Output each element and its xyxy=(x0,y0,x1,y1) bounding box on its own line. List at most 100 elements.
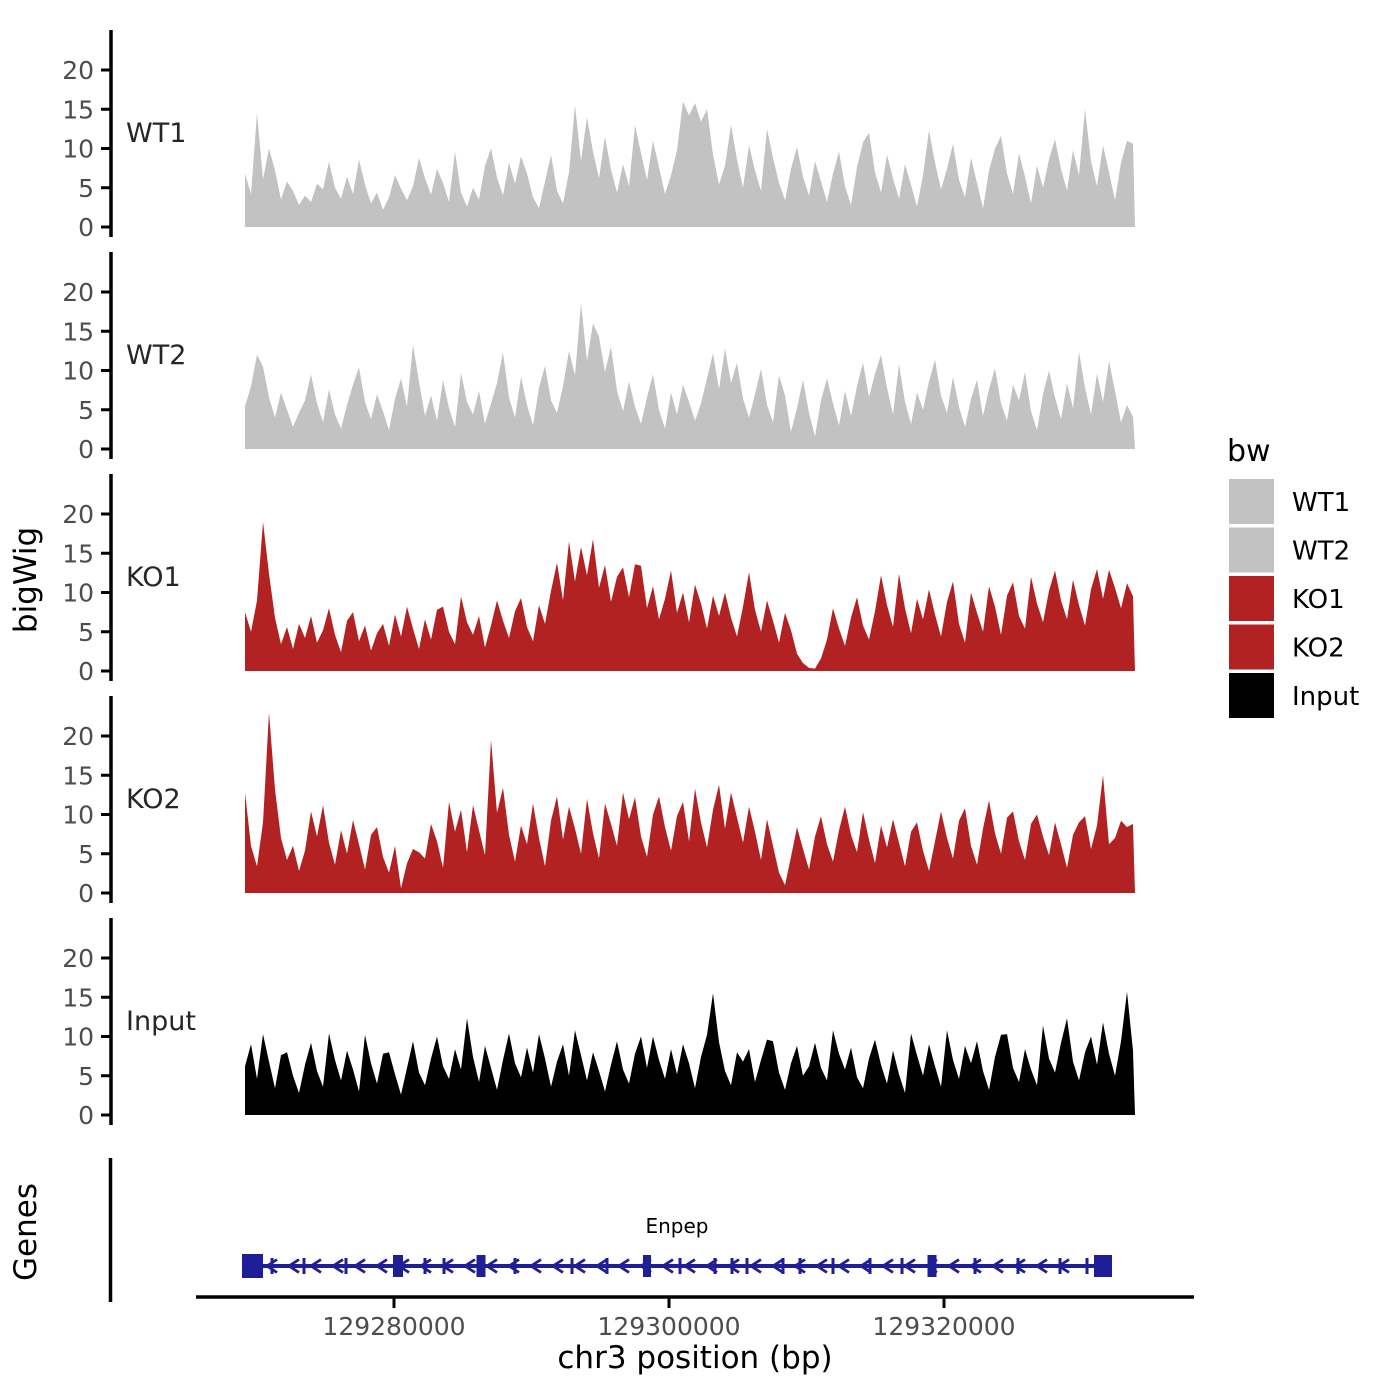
strand-arrow-icon xyxy=(1012,1258,1026,1274)
y-tick-label: 15 xyxy=(62,317,94,346)
gene-exon xyxy=(900,1258,904,1274)
y-tick-label: 10 xyxy=(62,135,94,164)
y-tick-label: 10 xyxy=(62,1023,94,1052)
gene-exon xyxy=(393,1255,403,1277)
strand-arrow-icon xyxy=(902,1258,916,1274)
gene-exon xyxy=(868,1258,872,1274)
legend-item-ko2: KO2 xyxy=(1229,624,1345,670)
legend-label: WT1 xyxy=(1292,488,1350,518)
track-label: WT2 xyxy=(126,340,186,371)
track-panel-input: 0 5 10 15 20 Input xyxy=(62,918,1135,1130)
gene-start-box xyxy=(242,1254,263,1278)
y-tick-label: 0 xyxy=(78,435,94,464)
strand-arrow-icon xyxy=(528,1258,542,1274)
track-panel-ko1: 0 5 10 15 20 KO1 xyxy=(62,474,1135,686)
track-panel-wt2: 0 5 10 15 20 WT2 xyxy=(62,252,1135,464)
strand-arrow-icon xyxy=(770,1258,784,1274)
legend-swatch xyxy=(1229,673,1274,718)
strand-arrow-icon xyxy=(1034,1258,1048,1274)
y-tick-label: 10 xyxy=(62,357,94,386)
legend-swatch xyxy=(1229,527,1274,573)
strand-arrow-icon xyxy=(264,1258,278,1274)
gene-exon xyxy=(476,1255,486,1277)
strand-arrow-icon xyxy=(748,1258,762,1274)
legend-item-wt2: WT2 xyxy=(1229,527,1350,573)
legend-label: Input xyxy=(1292,682,1359,712)
y-tick-label: 15 xyxy=(62,539,94,568)
legend-item-input: Input xyxy=(1229,673,1359,718)
y-tick-label: 15 xyxy=(62,983,94,1012)
gene-exon xyxy=(730,1258,734,1274)
gene-exon xyxy=(513,1258,517,1274)
legend-label: KO1 xyxy=(1292,585,1345,615)
gene-exon xyxy=(745,1258,749,1274)
y-tick-label: 5 xyxy=(78,840,94,869)
coverage-area-input xyxy=(245,991,1135,1115)
y-tick-label: 5 xyxy=(78,396,94,425)
strand-arrow-icon xyxy=(462,1258,476,1274)
strand-arrow-icon xyxy=(374,1258,388,1274)
gene-exon xyxy=(798,1258,802,1274)
y-tick-label: 5 xyxy=(78,174,94,203)
strand-arrow-icon xyxy=(968,1258,982,1274)
strand-arrow-icon xyxy=(286,1258,300,1274)
genes-axis-title: Genes xyxy=(8,1183,44,1281)
x-tick-label: 129300000 xyxy=(597,1312,740,1341)
strand-arrow-icon xyxy=(594,1258,608,1274)
gene-exon xyxy=(678,1258,682,1274)
strand-arrow-icon xyxy=(616,1258,630,1274)
strand-arrow-icon xyxy=(836,1258,850,1274)
gene-exon xyxy=(442,1258,446,1274)
gene-exon xyxy=(831,1258,835,1274)
legend-swatch xyxy=(1229,576,1274,621)
y-axis-title: bigWig xyxy=(8,527,44,633)
coverage-tracks: 0 5 10 15 20 WT1 0 5 10 15 20 WT2 0 5 10 15 20 KO1 0 5 10 15 2… xyxy=(62,30,1135,1130)
y-tick-label: 20 xyxy=(62,500,94,529)
gene-exon xyxy=(1085,1258,1089,1274)
strand-arrow-icon xyxy=(792,1258,806,1274)
legend-item-wt1: WT1 xyxy=(1229,479,1350,524)
strand-arrow-icon xyxy=(572,1258,586,1274)
y-tick-label: 0 xyxy=(78,657,94,686)
x-axis: 129280000 129300000 129320000 xyxy=(196,1295,1194,1341)
track-label: KO2 xyxy=(126,784,181,815)
legend-swatch xyxy=(1229,624,1274,670)
x-tick-label: 129280000 xyxy=(322,1312,465,1341)
strand-arrow-icon xyxy=(352,1258,366,1274)
gene-exon xyxy=(643,1255,651,1277)
gene-exon xyxy=(1058,1258,1062,1274)
gene-exon xyxy=(927,1255,937,1277)
x-tick-label: 129320000 xyxy=(872,1312,1015,1341)
strand-arrow-icon xyxy=(418,1258,432,1274)
legend-swatch xyxy=(1229,479,1274,524)
strand-arrow-icon xyxy=(682,1258,696,1274)
gene-exon xyxy=(344,1258,348,1274)
track-panel-wt1: 0 5 10 15 20 WT1 xyxy=(62,30,1135,242)
strand-arrow-icon xyxy=(858,1258,872,1274)
strand-arrow-icon xyxy=(660,1258,674,1274)
gene-model xyxy=(108,1158,1112,1302)
strand-arrow-icon xyxy=(814,1258,828,1274)
strand-arrow-icon xyxy=(990,1258,1004,1274)
gene-exon xyxy=(423,1258,427,1274)
strand-arrow-icon xyxy=(946,1258,960,1274)
legend-item-ko1: KO1 xyxy=(1229,576,1345,621)
track-label: WT1 xyxy=(126,118,186,149)
gene-label: Enpep xyxy=(645,1214,708,1238)
x-axis-title: chr3 position (bp) xyxy=(557,1340,832,1376)
gene-end-box xyxy=(1094,1255,1112,1277)
y-tick-label: 20 xyxy=(62,278,94,307)
gene-exon xyxy=(302,1258,306,1274)
y-tick-label: 10 xyxy=(62,579,94,608)
strand-arrow-icon xyxy=(726,1258,740,1274)
gene-exon xyxy=(270,1258,274,1274)
coverage-area-ko2 xyxy=(245,712,1135,893)
gene-exon xyxy=(570,1258,574,1274)
y-tick-label: 10 xyxy=(62,801,94,830)
y-tick-label: 0 xyxy=(78,1101,94,1130)
strand-arrow-icon xyxy=(484,1258,498,1274)
gene-exon xyxy=(973,1258,977,1274)
legend-label: KO2 xyxy=(1292,634,1345,664)
legend-label: WT2 xyxy=(1292,537,1350,567)
